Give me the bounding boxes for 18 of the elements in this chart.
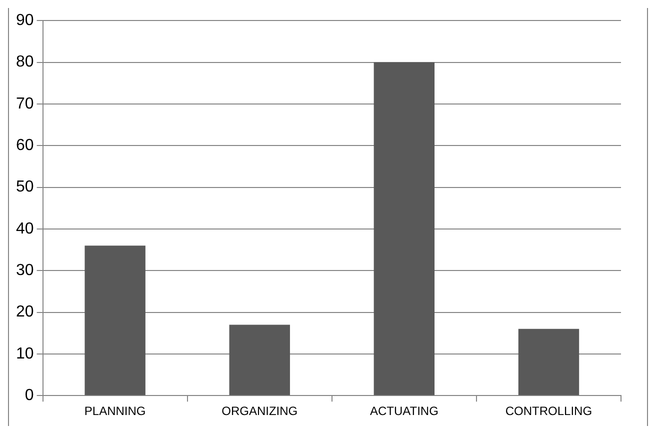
bar [518, 328, 580, 396]
bar [374, 62, 435, 396]
x-tick-label: PLANNING [84, 404, 146, 418]
y-tick-label: 60 [16, 137, 34, 154]
x-tick-label: ORGANIZING [222, 404, 298, 418]
bar [84, 246, 146, 396]
y-tick-label: 10 [16, 345, 34, 362]
y-tick-label: 90 [16, 12, 34, 30]
y-tick-label: 30 [16, 262, 34, 280]
y-tick-label: 20 [16, 304, 34, 321]
x-tick-label: CONTROLLING [505, 404, 592, 418]
bar [229, 324, 290, 396]
x-tick-label: ACTUATING [370, 404, 438, 418]
y-tick-label: 40 [16, 220, 34, 238]
y-tick-label: 80 [16, 54, 34, 71]
y-tick-label: 0 [24, 387, 34, 404]
y-tick-label: 70 [16, 95, 34, 112]
y-tick-label: 50 [16, 178, 34, 196]
